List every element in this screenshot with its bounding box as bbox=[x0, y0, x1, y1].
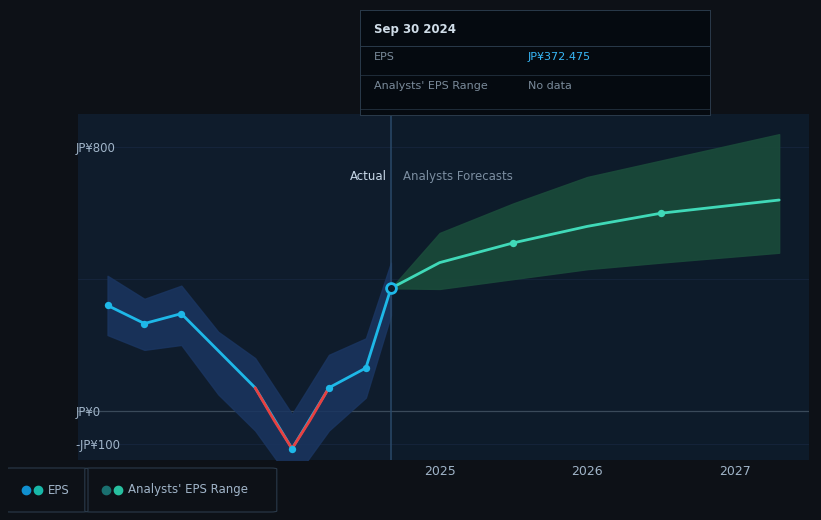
Point bbox=[323, 384, 336, 392]
Point bbox=[175, 309, 188, 318]
Point bbox=[360, 364, 373, 372]
Text: EPS: EPS bbox=[48, 484, 70, 497]
Text: Analysts Forecasts: Analysts Forecasts bbox=[403, 171, 512, 184]
Point bbox=[654, 209, 667, 217]
Text: Sep 30 2024: Sep 30 2024 bbox=[374, 22, 456, 35]
Text: No data: No data bbox=[528, 82, 572, 92]
Text: Analysts' EPS Range: Analysts' EPS Range bbox=[374, 82, 488, 92]
Text: Actual: Actual bbox=[350, 171, 387, 184]
Point bbox=[138, 319, 151, 328]
Point bbox=[507, 239, 520, 247]
Text: Analysts' EPS Range: Analysts' EPS Range bbox=[128, 484, 248, 497]
Point bbox=[101, 301, 114, 309]
Text: JP¥372.475: JP¥372.475 bbox=[528, 52, 591, 62]
Point bbox=[384, 284, 397, 292]
Bar bbox=[78, 114, 391, 460]
Text: EPS: EPS bbox=[374, 52, 395, 62]
Point bbox=[286, 445, 299, 453]
